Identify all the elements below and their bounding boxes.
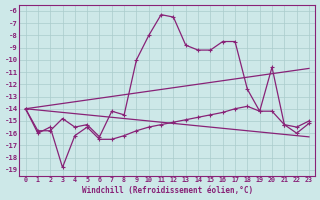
X-axis label: Windchill (Refroidissement éolien,°C): Windchill (Refroidissement éolien,°C) <box>82 186 253 195</box>
